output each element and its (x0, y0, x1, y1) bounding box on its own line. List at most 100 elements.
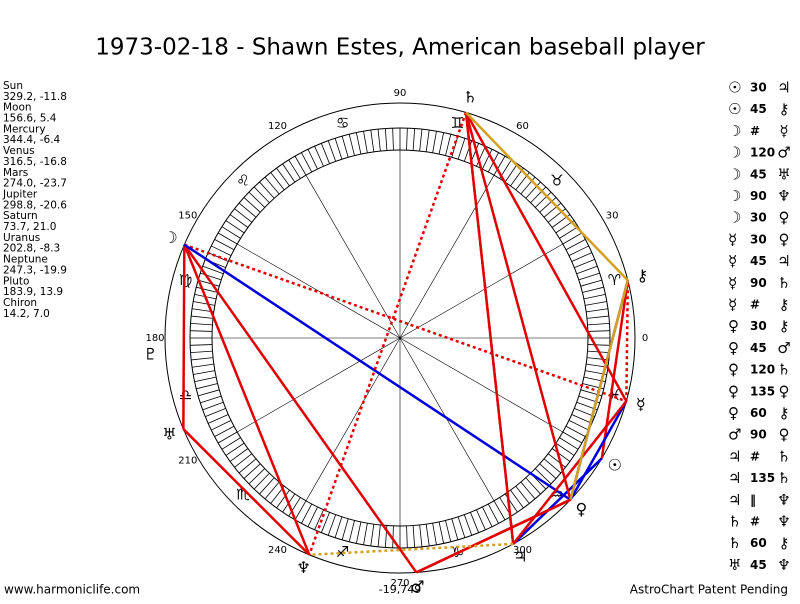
degree-label: 30 (606, 211, 619, 222)
degree-label: 210 (178, 456, 197, 467)
ring-tick (493, 155, 506, 176)
aspect-glyph: ♀ (728, 361, 739, 379)
ring-tick (562, 232, 583, 245)
planet-glyph: ♃ (513, 547, 527, 566)
ring-tick (288, 159, 301, 179)
ring-tick (202, 401, 224, 411)
aspect-type: 30 (750, 211, 767, 225)
planet-coords: 14.2, 7.0 (3, 308, 50, 320)
ring-tick (221, 437, 241, 450)
ring-tick (238, 458, 257, 474)
planet-glyph: ♂ (410, 577, 424, 596)
footer-left: www.harmoniclife.com (4, 583, 140, 597)
ring-tick (551, 448, 571, 462)
ring-tick (288, 497, 301, 517)
aspect-line (183, 243, 627, 403)
ring-tick (571, 252, 593, 262)
ring-tick (487, 503, 499, 524)
spoke (399, 175, 495, 339)
ring-tick (294, 500, 307, 521)
ring-tick (525, 477, 541, 495)
ring-tick (198, 389, 220, 397)
ring-tick (562, 431, 583, 444)
ring-tick (191, 315, 214, 319)
ring-tick (539, 197, 557, 213)
planet-name: Mars (3, 167, 28, 179)
ring-tick (565, 425, 586, 437)
aspect-glyph: ☿ (728, 252, 737, 270)
ring-tick (225, 220, 245, 234)
aspect-line (183, 244, 311, 556)
ring-tick (270, 172, 285, 191)
planet-coords: 156.6, 5.4 (3, 113, 57, 125)
aspect-glyph: ♂ (777, 144, 790, 162)
sign-glyph: ♊ (451, 114, 464, 132)
ring-tick (248, 191, 266, 208)
planet-glyph: ♇ (143, 345, 157, 364)
degree-label: 300 (513, 545, 532, 556)
ring-tick (377, 129, 381, 152)
ring-tick (229, 214, 249, 228)
aspect-line (308, 112, 468, 556)
ring-tick (348, 520, 355, 542)
ring-tick (555, 442, 575, 456)
aspect-type: 45 (750, 102, 767, 116)
ring-tick (205, 408, 226, 418)
ring-tick (534, 468, 552, 485)
ring-tick (559, 226, 579, 239)
ring-tick (320, 512, 330, 533)
ring-tick (243, 463, 261, 479)
ring-tick (294, 155, 307, 176)
planet-coords: 329.2, -11.8 (3, 91, 67, 103)
aspect-type: 60 (750, 536, 767, 550)
ring-tick (493, 500, 506, 521)
aspect-glyph: ♀ (728, 404, 739, 422)
ring-tick (307, 506, 318, 527)
ring-tick (586, 315, 609, 319)
aspect-type: 30 (750, 319, 767, 333)
ring-tick (580, 279, 602, 287)
ring-tick (451, 518, 459, 540)
aspect-glyph: ♄ (777, 469, 790, 487)
ring-tick (243, 197, 261, 213)
ring-tick (276, 167, 290, 187)
degree-label: 240 (268, 545, 287, 556)
aspect-glyph: ♅ (728, 556, 741, 574)
degree-label: 120 (268, 121, 287, 132)
ring-tick (504, 163, 518, 183)
ring-tick (582, 286, 604, 293)
aspect-glyph: ♄ (777, 274, 790, 292)
planet-coords: 183.9, 13.9 (3, 286, 63, 298)
ring-tick (384, 128, 388, 151)
aspect-glyph: ☽ (728, 187, 741, 205)
ring-tick (419, 524, 423, 547)
ring-tick (432, 523, 437, 545)
planet-glyph: ☿ (636, 395, 646, 414)
planet-glyph: ♄ (463, 88, 477, 107)
aspect-type: # (750, 449, 760, 463)
ring-tick (355, 132, 362, 155)
aspect-line (464, 112, 515, 545)
aspect-glyph: ♀ (779, 230, 790, 248)
ring-tick (438, 132, 445, 155)
spoke (237, 337, 401, 433)
aspect-type: 45 (750, 341, 767, 355)
degree-label: 270 (390, 578, 409, 589)
ring-tick (482, 506, 493, 527)
ring-tick (586, 308, 609, 313)
aspect-glyph: ☽ (728, 209, 741, 227)
aspect-glyph: ♄ (777, 447, 790, 465)
ring-tick (234, 208, 253, 223)
ring-tick (457, 516, 466, 538)
ring-tick (211, 245, 232, 256)
ring-tick (191, 357, 214, 361)
aspect-type: 30 (750, 232, 767, 246)
ring-tick (392, 128, 394, 151)
ring-tick (539, 463, 557, 479)
spoke (237, 243, 401, 339)
ring-tick (307, 149, 318, 170)
aspect-line (512, 400, 628, 545)
aspect-glyph: ⚷ (779, 404, 790, 422)
ring-tick (200, 395, 222, 404)
